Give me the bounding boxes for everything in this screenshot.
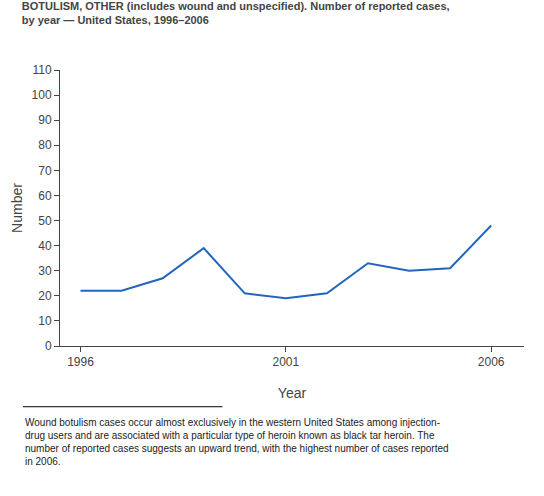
svg-text:10: 10 bbox=[38, 314, 52, 328]
svg-text:70: 70 bbox=[38, 164, 52, 178]
svg-text:20: 20 bbox=[38, 289, 52, 303]
svg-text:30: 30 bbox=[38, 264, 52, 278]
svg-text:40: 40 bbox=[38, 239, 52, 253]
svg-text:Wound botulism cases occur alm: Wound botulism cases occur almost exclus… bbox=[25, 417, 449, 467]
svg-text:90: 90 bbox=[38, 113, 52, 127]
svg-text:0: 0 bbox=[45, 339, 52, 353]
svg-text:100: 100 bbox=[32, 88, 52, 102]
svg-text:110: 110 bbox=[32, 63, 51, 77]
svg-text:80: 80 bbox=[38, 138, 52, 152]
svg-text:BOTULISM, OTHER (includes woun: BOTULISM, OTHER (includes wound and unsp… bbox=[22, 0, 450, 26]
svg-text:Year: Year bbox=[278, 385, 307, 401]
svg-text:2006: 2006 bbox=[478, 355, 505, 369]
svg-text:1996: 1996 bbox=[67, 355, 94, 369]
svg-text:Number: Number bbox=[9, 183, 25, 233]
svg-text:60: 60 bbox=[38, 189, 52, 203]
svg-text:2001: 2001 bbox=[272, 355, 299, 369]
svg-text:50: 50 bbox=[38, 214, 52, 228]
